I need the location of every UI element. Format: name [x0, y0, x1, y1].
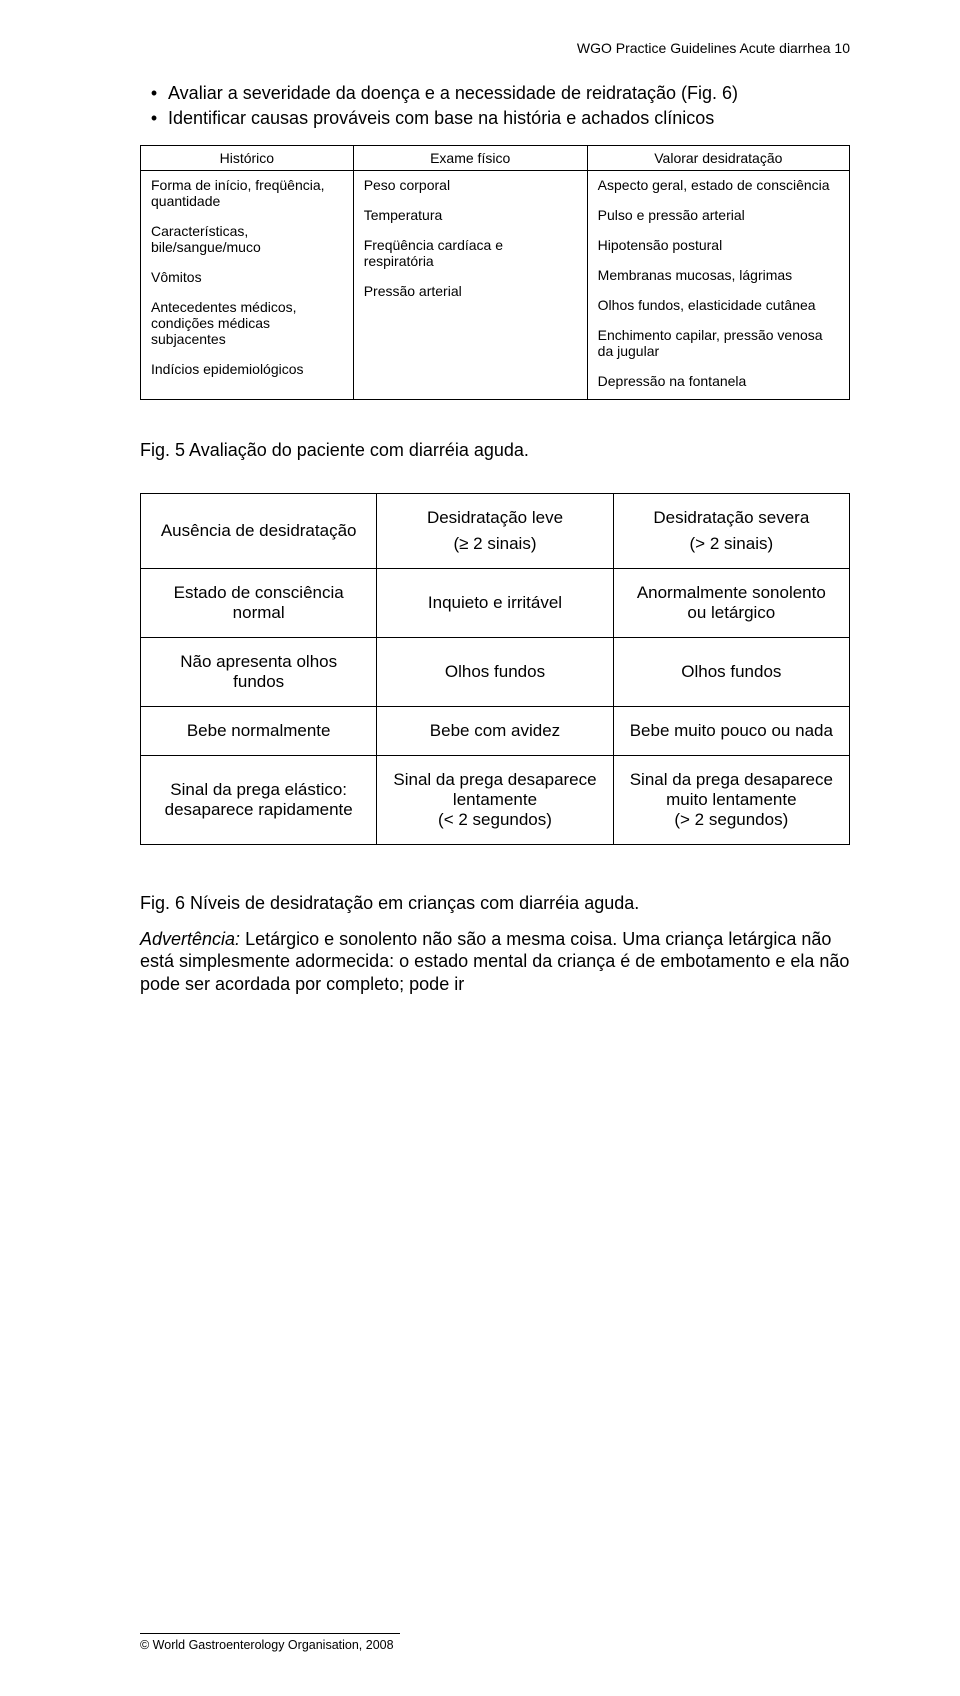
cell-text: Olhos fundos, elasticidade cutânea [598, 297, 839, 313]
cell-subtext: (≥ 2 sinais) [389, 534, 600, 554]
dehydration-table: Ausência de desidratação Desidratação le… [140, 493, 850, 845]
cell-text: Temperatura [364, 207, 577, 223]
cell-text: Freqüência cardíaca e respiratória [364, 237, 577, 269]
bullet-item: • Identificar causas prováveis com base … [140, 107, 850, 130]
cell-subtext: (< 2 segundos) [389, 810, 600, 830]
cell-text: Características, bile/sangue/muco [151, 223, 343, 255]
cell-text: Sinal da prega elástico: desaparece rapi… [153, 780, 364, 820]
figure-caption: Fig. 5 Avaliação do paciente com diarréi… [140, 440, 850, 461]
table-cell: Ausência de desidratação [141, 493, 377, 568]
table-header: Valorar desidratação [587, 145, 849, 170]
page-footer: © World Gastroenterology Organisation, 2… [140, 1633, 400, 1652]
table-cell: Sinal da prega desaparece lentamente (< … [377, 755, 613, 844]
table-cell: Sinal da prega desaparece muito lentamen… [613, 755, 849, 844]
table-cell: Bebe com avidez [377, 706, 613, 755]
evaluation-table: Histórico Exame físico Valorar desidrata… [140, 145, 850, 400]
cell-text: Depressão na fontanela [598, 373, 839, 389]
cell-text: Forma de início, freqüência, quantidade [151, 177, 343, 209]
table-cell: Anormalmente sonolento ou letárgico [613, 568, 849, 637]
table-cell: Desidratação leve (≥ 2 sinais) [377, 493, 613, 568]
warning-paragraph: Advertência: Letárgico e sonolento não s… [140, 928, 850, 996]
table-row: Não apresenta olhos fundos Olhos fundos … [141, 637, 850, 706]
cell-text: Sinal da prega desaparece lentamente [389, 770, 600, 810]
table-cell: Estado de consciência normal [141, 568, 377, 637]
bullet-item: • Avaliar a severidade da doença e a nec… [140, 82, 850, 105]
bullet-dot-icon: • [140, 107, 168, 130]
footer-text: © World Gastroenterology Organisation, 2… [140, 1638, 400, 1652]
table-row: Bebe normalmente Bebe com avidez Bebe mu… [141, 706, 850, 755]
cell-subtext: (> 2 sinais) [626, 534, 837, 554]
cell-text: Pulso e pressão arterial [598, 207, 839, 223]
cell-text: Aspecto geral, estado de consciência [598, 177, 839, 193]
table-row: Ausência de desidratação Desidratação le… [141, 493, 850, 568]
cell-text: Desidratação severa [626, 508, 837, 528]
table-header: Exame físico [353, 145, 587, 170]
table-row: Estado de consciência normal Inquieto e … [141, 568, 850, 637]
table-cell: Aspecto geral, estado de consciência Pul… [587, 170, 849, 399]
cell-text: Membranas mucosas, lágrimas [598, 267, 839, 283]
cell-text: Pressão arterial [364, 283, 577, 299]
cell-text: Vômitos [151, 269, 343, 285]
table-cell: Peso corporal Temperatura Freqüência car… [353, 170, 587, 399]
bullet-text: Identificar causas prováveis com base na… [168, 107, 714, 130]
figure-caption: Fig. 6 Níveis de desidratação em criança… [140, 893, 850, 914]
bullet-text: Avaliar a severidade da doença e a neces… [168, 82, 738, 105]
cell-text: Hipotensão postural [598, 237, 839, 253]
table-row: Sinal da prega elástico: desaparece rapi… [141, 755, 850, 844]
cell-text: Ausência de desidratação [153, 521, 364, 541]
cell-text: Enchimento capilar, pressão venosa da ju… [598, 327, 839, 359]
table-cell: Forma de início, freqüência, quantidade … [141, 170, 354, 399]
page-header: WGO Practice Guidelines Acute diarrhea 1… [140, 40, 850, 56]
footer-divider [140, 1633, 400, 1634]
cell-text: Antecedentes médicos, condições médicas … [151, 299, 343, 347]
table-header: Histórico [141, 145, 354, 170]
cell-text: Sinal da prega desaparece muito lentamen… [626, 770, 837, 810]
table-cell: Inquieto e irritável [377, 568, 613, 637]
cell-subtext: (> 2 segundos) [626, 810, 837, 830]
warning-text: Letárgico e sonolento não são a mesma co… [140, 929, 849, 994]
warning-label: Advertência: [140, 929, 240, 949]
table-cell: Bebe normalmente [141, 706, 377, 755]
table-cell: Desidratação severa (> 2 sinais) [613, 493, 849, 568]
cell-text: Indícios epidemiológicos [151, 361, 343, 377]
table-cell: Não apresenta olhos fundos [141, 637, 377, 706]
cell-text: Peso corporal [364, 177, 577, 193]
table-cell: Sinal da prega elástico: desaparece rapi… [141, 755, 377, 844]
table-cell: Olhos fundos [377, 637, 613, 706]
table-cell: Bebe muito pouco ou nada [613, 706, 849, 755]
cell-text: Desidratação leve [389, 508, 600, 528]
bullet-list: • Avaliar a severidade da doença e a nec… [140, 82, 850, 131]
bullet-dot-icon: • [140, 82, 168, 105]
table-cell: Olhos fundos [613, 637, 849, 706]
